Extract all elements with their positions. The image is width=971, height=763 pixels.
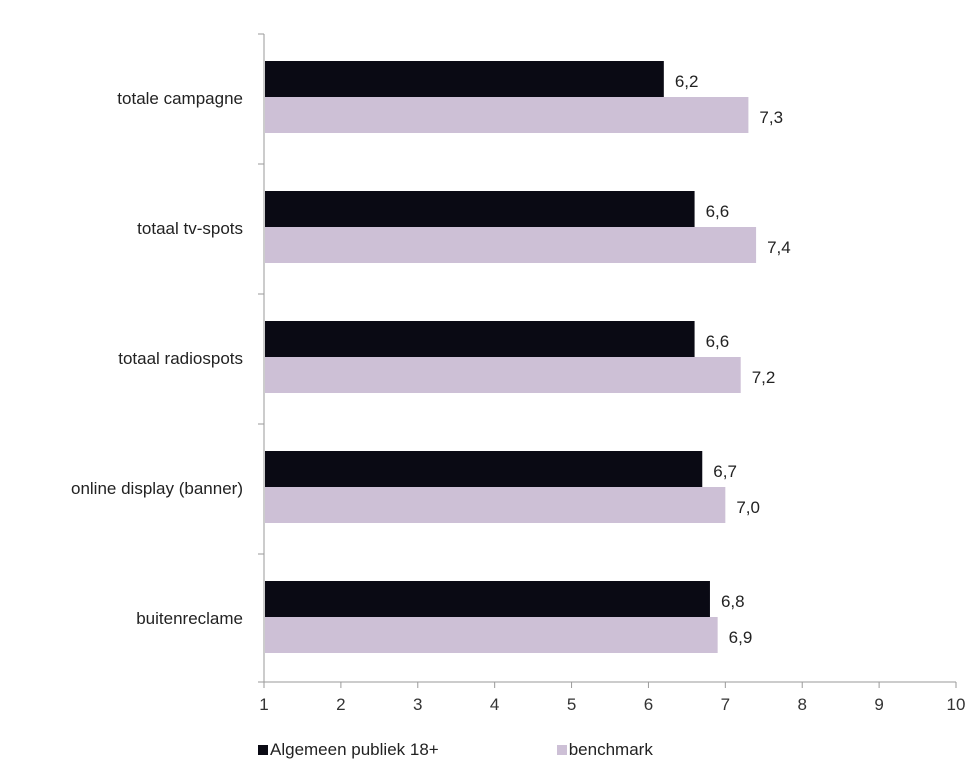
- data-label: 6,2: [675, 72, 699, 91]
- x-tick-label: 10: [947, 695, 966, 714]
- legend-swatch-series-1: [556, 745, 567, 755]
- category-label: online display (banner): [71, 479, 243, 498]
- category-label: totaal tv-spots: [137, 219, 243, 238]
- bar-series-0: [265, 451, 703, 487]
- bar-series-1: [265, 227, 757, 263]
- x-tick-label: 3: [413, 695, 422, 714]
- data-label: 7,3: [759, 108, 783, 127]
- bar-series-1: [265, 97, 749, 133]
- legend-swatch-series-0: [258, 745, 268, 755]
- legend-item-series-0: Algemeen publiek 18+: [258, 740, 439, 760]
- data-label: 7,4: [767, 238, 791, 257]
- category-label: totale campagne: [117, 89, 243, 108]
- data-label: 6,7: [713, 462, 737, 481]
- bar-series-1: [265, 487, 726, 523]
- x-tick-label: 6: [644, 695, 653, 714]
- x-tick-label: 5: [567, 695, 576, 714]
- x-tick-label: 9: [874, 695, 883, 714]
- legend-label-series-1: benchmark: [568, 740, 653, 759]
- category-label: totaal radiospots: [118, 349, 243, 368]
- bar-series-1: [265, 357, 741, 393]
- bar-series-0: [265, 61, 664, 97]
- x-tick-label: 4: [490, 695, 499, 714]
- legend: Algemeen publiek 18+ benchmark: [258, 738, 771, 762]
- x-tick-label: 2: [336, 695, 345, 714]
- data-label: 6,6: [706, 202, 730, 221]
- bar-series-0: [265, 581, 710, 617]
- legend-item-series-1: benchmark: [556, 740, 653, 760]
- legend-label-series-0: Algemeen publiek 18+: [270, 740, 439, 759]
- x-tick-label: 7: [721, 695, 730, 714]
- data-label: 6,9: [729, 628, 753, 647]
- data-label: 6,6: [706, 332, 730, 351]
- bar-chart: 1 2 3 4 5 6 7 8 9 10 totale campagne totaal tv-spo…: [71, 33, 966, 714]
- data-label: 7,0: [736, 498, 760, 517]
- bar-series-1: [265, 617, 718, 653]
- data-label: 7,2: [752, 368, 776, 387]
- bar-series-0: [265, 191, 695, 227]
- bar-series-0: [265, 321, 695, 357]
- category-label: buitenreclame: [136, 609, 243, 628]
- x-tick-label: 8: [797, 695, 806, 714]
- data-label: 6,8: [721, 592, 745, 611]
- x-tick-label: 1: [259, 695, 268, 714]
